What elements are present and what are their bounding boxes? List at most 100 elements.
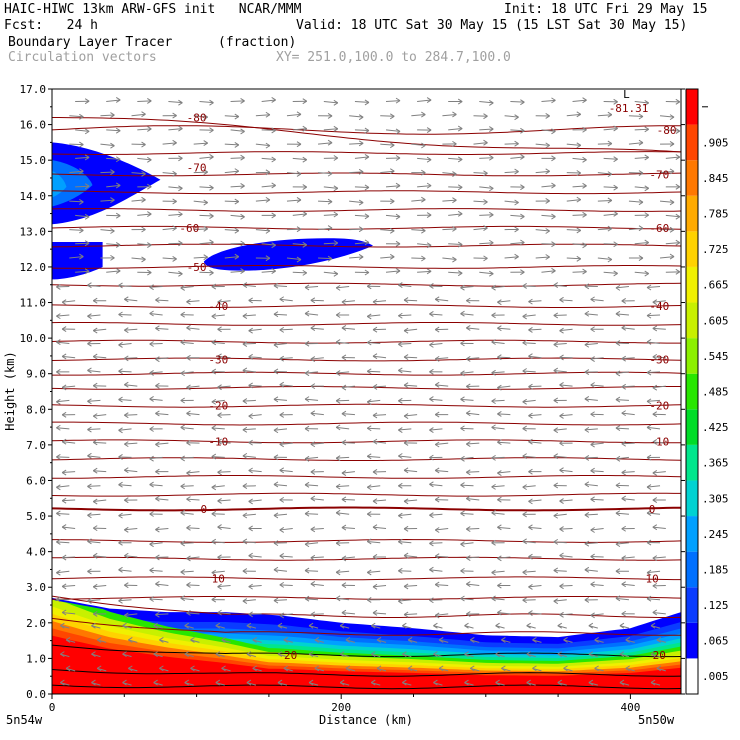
vector-arrowhead [61,384,67,391]
vector-arrowhead [184,651,189,658]
vector-arrowhead [403,440,409,446]
circulation-vector [310,583,324,586]
circulation-vector [354,214,369,217]
vector-arrowhead [265,111,271,118]
vector-arrowhead [395,155,401,161]
vector-arrowhead [489,239,494,246]
vector-arrowhead [341,384,347,391]
circulation-vector [217,471,231,473]
circulation-vector [279,442,293,445]
vector-arrowhead [466,410,471,417]
circulation-vector [186,612,200,615]
circulation-vector [634,156,649,159]
vector-arrowhead [310,469,316,475]
vector-arrowhead [248,552,253,559]
circulation-vector [168,242,183,245]
circulation-vector [323,100,338,104]
vector-arrowhead [242,341,248,347]
temperature-contour [52,684,681,690]
vector-arrowhead [457,98,463,105]
circulation-vector [659,115,675,118]
vector-arrowhead [557,622,563,629]
vector-arrowhead [124,355,129,362]
vector-arrowhead [584,540,590,547]
circulation-vector [429,313,443,316]
vector-arrowhead [118,282,123,289]
circulation-vector [572,214,587,216]
vector-arrowhead [646,569,652,576]
vector-arrowhead [590,326,595,333]
vector-arrowhead [61,583,67,590]
vector-arrowhead [122,679,127,686]
circulation-vector [460,371,474,374]
vector-arrowhead [203,254,208,261]
circulation-vector [279,298,293,302]
vector-arrowhead [669,141,675,147]
circulation-vector [448,213,463,216]
vector-arrowhead [497,524,502,531]
circulation-vector [621,556,635,559]
vector-arrowhead [310,526,316,533]
temperature-contour [52,669,681,677]
circulation-vector [56,427,70,430]
vector-arrowhead [172,198,177,205]
circulation-vector [541,214,556,218]
circulation-vector [349,142,364,145]
vector-arrowhead [186,496,191,503]
colorbar-swatch [686,373,698,410]
circulation-vector [659,256,675,259]
x-tick-label: 0 [49,701,56,714]
vector-arrowhead [483,139,488,146]
circulation-vector [149,598,163,601]
circulation-vector [75,129,90,132]
vector-arrowhead [246,651,252,658]
y-tick-label: 7.0 [26,439,46,452]
vector-arrowhead [217,299,222,305]
circulation-vector [621,442,635,445]
vector-arrowhead [497,354,502,361]
circulation-vector [305,313,319,316]
circulation-vector [100,171,115,174]
circulation-vector [168,271,183,275]
circulation-vector [131,199,146,202]
vector-arrowhead [327,198,333,205]
vector-arrowhead [234,253,240,260]
circulation-vector [137,157,152,161]
vector-arrowhead [279,612,285,619]
vector-arrowhead [221,636,226,643]
circulation-vector [460,427,474,430]
vector-arrowhead [590,553,595,560]
vector-arrowhead [403,382,409,389]
y-tick-label: 2.0 [26,617,46,630]
vector-arrowhead [402,622,407,629]
x-tick-label: 400 [620,701,640,714]
vector-arrowhead [60,622,65,629]
vector-arrowhead [118,368,123,375]
circulation-vector [522,342,536,344]
vector-arrowhead [489,211,494,218]
circulation-vector [398,314,412,317]
circulation-vector [646,426,661,430]
vector-arrowhead [310,611,316,618]
vector-arrowhead [221,665,226,672]
vector-arrowhead [147,211,152,217]
circulation-vector [279,384,293,387]
vector-arrowhead [398,482,403,489]
vector-arrowhead [551,128,556,135]
vector-arrowhead [203,169,208,176]
vector-arrowhead [398,512,403,519]
vector-arrowhead [211,510,217,517]
vector-arrowhead [92,552,98,559]
circulation-vector [354,241,369,245]
temperature-contour [52,151,681,155]
vector-arrowhead [252,636,257,643]
vector-arrowhead [87,538,92,545]
vector-arrowhead [389,198,395,205]
vector-arrowhead [345,665,351,672]
circulation-vector [224,143,239,146]
circulation-vector [510,129,525,132]
vector-arrowhead [495,651,500,658]
circulation-vector [286,199,302,202]
vector-arrowhead [341,496,347,503]
vector-arrowhead [234,198,240,205]
